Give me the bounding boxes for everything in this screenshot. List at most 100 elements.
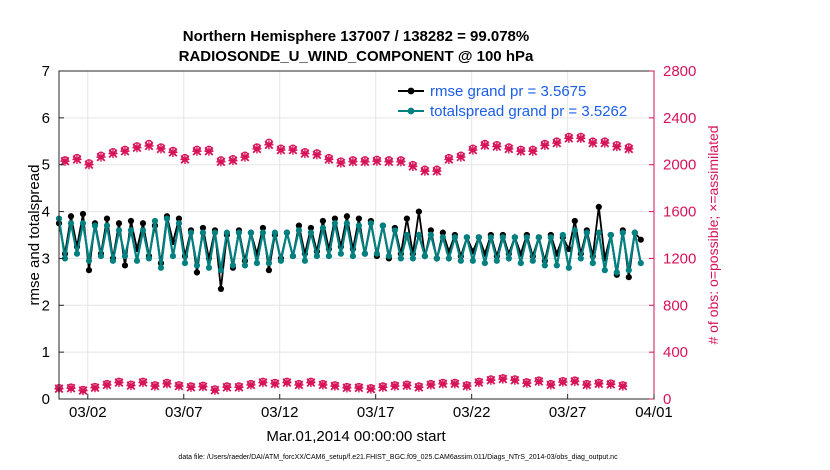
spread-point: [613, 269, 620, 276]
obs-assimilated-point: [192, 146, 202, 156]
obs-assimilated-point: [402, 380, 412, 391]
obs-assimilated-point: [282, 378, 292, 388]
obs-assimilated-point: [588, 138, 598, 148]
spread-point: [499, 234, 506, 241]
obs-assimilated-point: [540, 140, 550, 150]
obs-assimilated-point: [336, 158, 346, 168]
spread-point: [625, 267, 632, 274]
rmse-point: [79, 210, 87, 218]
spread-point: [385, 252, 392, 260]
spread-point: [397, 255, 404, 262]
spread-point: [217, 267, 225, 274]
spread-point: [517, 260, 524, 267]
rmse-point: [439, 229, 446, 236]
obs-assimilated-point: [354, 383, 364, 393]
obs-assimilated-point: [504, 144, 514, 154]
spread-point: [283, 229, 291, 236]
y-right-tick-label: 2400: [663, 110, 696, 127]
grid: [59, 71, 654, 399]
obs-assimilated-point: [528, 146, 538, 156]
obs-assimilated-point: [96, 152, 106, 162]
rmse-point: [319, 217, 327, 225]
spread-point: [115, 227, 123, 234]
spread-point: [589, 260, 596, 267]
spread-point: [595, 229, 602, 236]
obs-assimilated-point: [186, 382, 196, 392]
spread-point: [607, 231, 614, 239]
spread-point: [91, 222, 99, 229]
obs-assimilated-point: [600, 138, 610, 148]
spread-point: [355, 222, 362, 229]
spread-point: [601, 267, 608, 274]
obs-assimilated-point: [390, 381, 400, 391]
obs-assimilated-point: [606, 379, 616, 389]
obs-assimilated-point: [156, 144, 166, 154]
obs-assimilated-point: [60, 156, 70, 166]
spread-point: [247, 229, 255, 236]
obs-assimilated-point: [426, 380, 436, 390]
rmse-point: [175, 215, 183, 222]
obs-assimilated-point: [462, 381, 472, 391]
x-tick-label: 03/22: [453, 404, 491, 421]
rmse-point: [67, 213, 75, 220]
spread-point: [145, 255, 153, 262]
rmse-point: [331, 215, 339, 222]
spread-point: [301, 257, 309, 264]
obs-assimilated-point: [126, 380, 136, 391]
spread-point: [391, 227, 398, 234]
spread-point: [445, 255, 452, 262]
obs-assimilated-point: [564, 133, 574, 143]
spread-point: [631, 229, 638, 236]
obs-assimilated-point: [576, 133, 586, 143]
obs-assimilated-point: [102, 380, 112, 390]
spread-point: [493, 257, 500, 264]
rmse-point: [139, 220, 147, 227]
spread-point: [559, 231, 566, 239]
y-right-tick-label: 2000: [663, 157, 696, 174]
obs-assimilated-point: [240, 152, 250, 162]
rmse-point: [355, 215, 362, 222]
obs-assimilated-point: [312, 150, 322, 160]
spread-point: [439, 234, 446, 241]
y-tick-label: 6: [42, 110, 50, 127]
spread-point: [103, 222, 111, 229]
rmse-point: [637, 236, 644, 243]
obs-assimilated-point: [456, 152, 466, 162]
spread-point: [175, 220, 183, 227]
obs-assimilated-point: [108, 149, 118, 159]
obs-assimilated-point: [474, 378, 484, 388]
spread-point: [259, 229, 267, 236]
rmse-point: [571, 217, 578, 225]
spread-point: [571, 227, 578, 234]
obs-assimilated-point: [366, 384, 376, 394]
rmse-point: [307, 224, 315, 232]
rmse-point: [595, 203, 602, 210]
obs-assimilated-point: [348, 157, 358, 167]
obs-assimilated-point: [198, 382, 208, 392]
y-tick-label: 7: [42, 63, 50, 80]
obs-assimilated-point: [360, 157, 370, 167]
chart-title: Northern Hemisphere 137007 / 138282 = 99…: [183, 28, 529, 45]
obs-assimilated-point: [84, 160, 94, 170]
obs-assimilated-point: [612, 141, 622, 152]
obs-assimilated-point: [318, 380, 328, 390]
obs-assimilated-point: [438, 379, 448, 389]
obs-assimilated-point: [372, 156, 382, 166]
obs-assimilated-point: [180, 154, 190, 165]
obs-assimilated-point: [72, 154, 82, 165]
y-tick-label: 1: [42, 344, 50, 361]
obs-assimilated-point: [132, 143, 142, 153]
obs-assimilated-point: [468, 145, 478, 155]
obs-assimilated-point: [618, 381, 628, 391]
spread-point: [319, 224, 327, 232]
obs-assimilated-point: [492, 141, 502, 152]
obs-assimilated-point: [288, 145, 298, 155]
spread-point: [469, 257, 476, 264]
legend-spread-marker: [407, 107, 415, 115]
rmse-point: [265, 267, 273, 274]
obs-assimilated-point: [408, 161, 418, 172]
spread-point: [577, 255, 584, 262]
rmse-point: [343, 213, 351, 220]
obs-assimilated-point: [324, 154, 334, 165]
